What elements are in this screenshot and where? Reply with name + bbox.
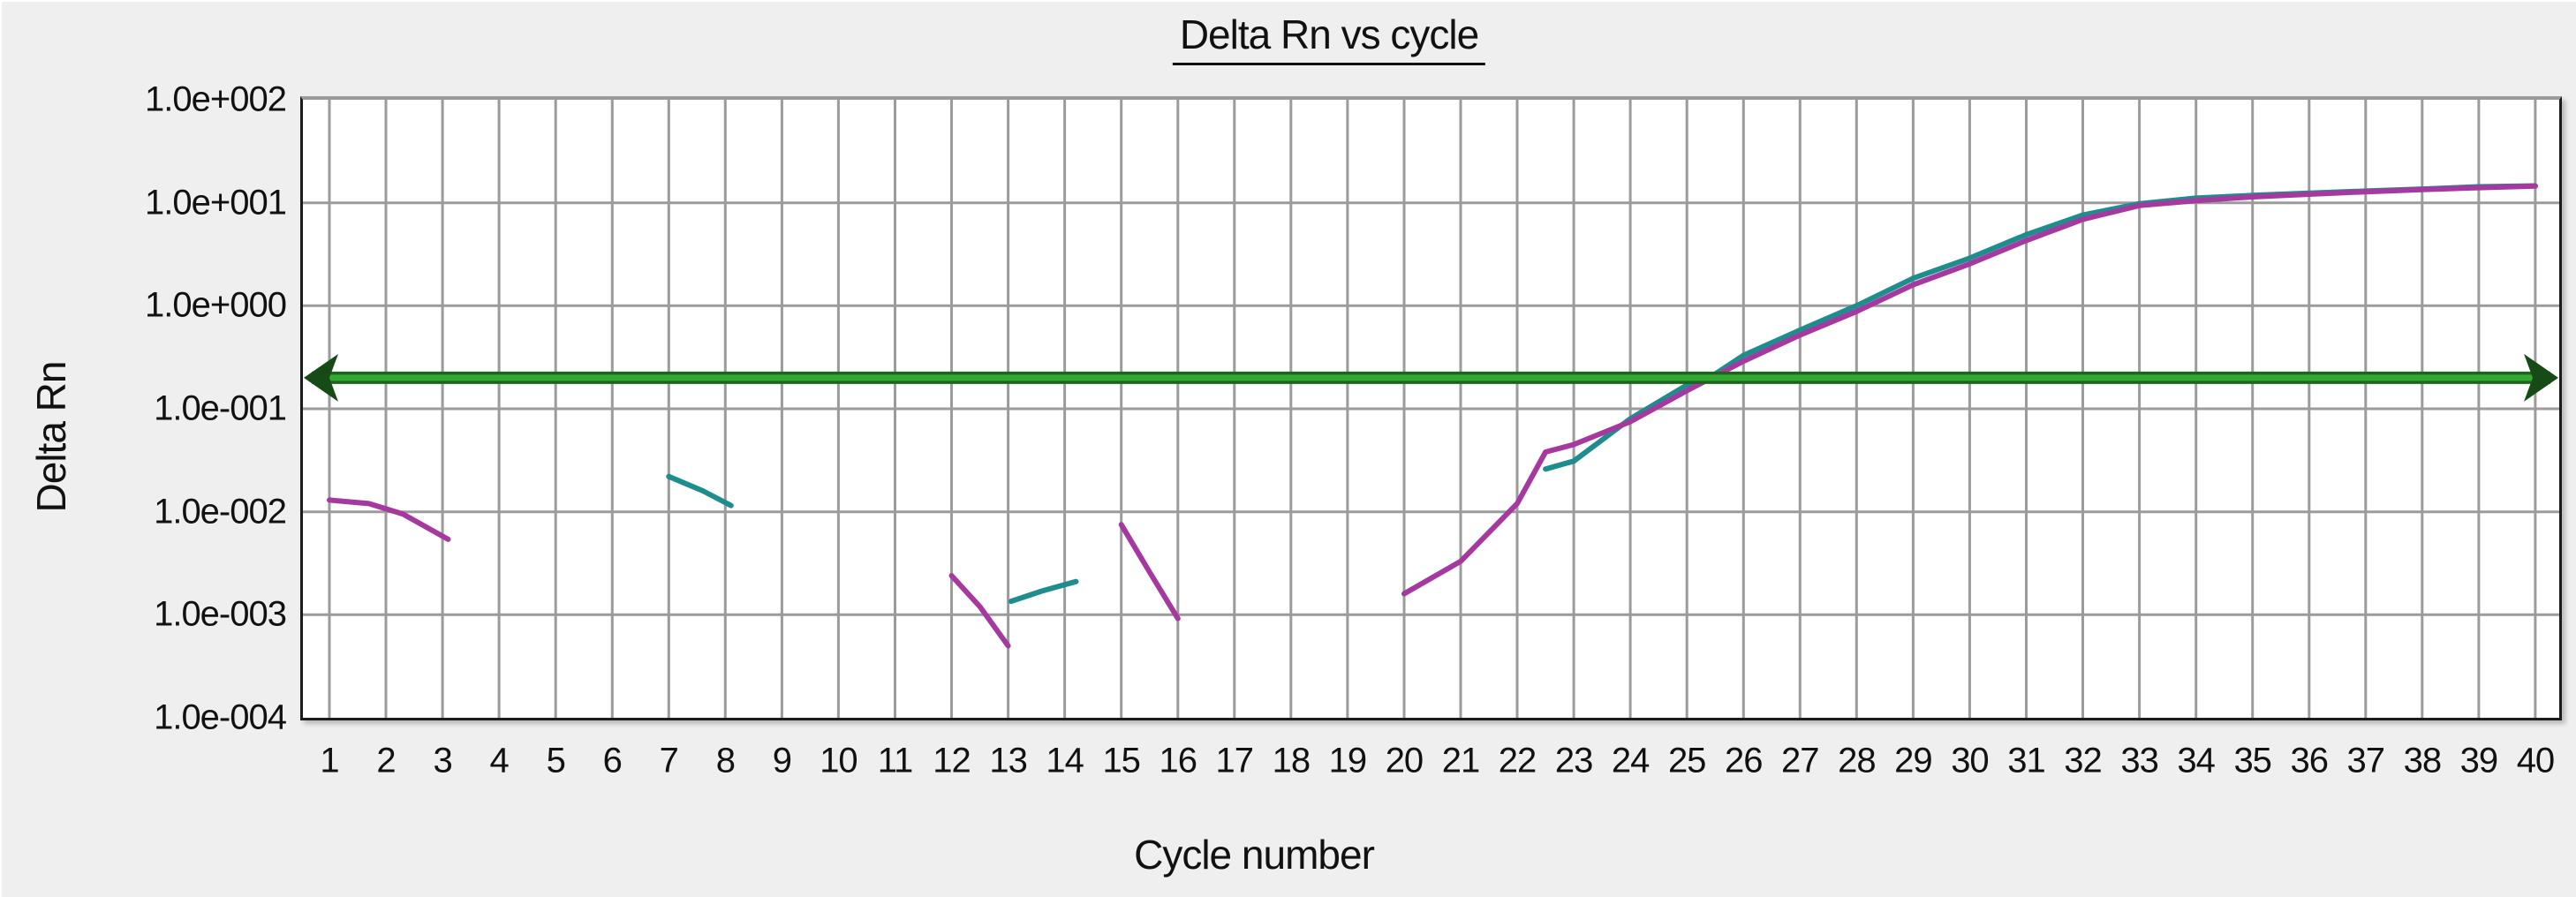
threshold-right-arrow-icon — [2524, 353, 2558, 402]
gridlines — [303, 100, 2559, 718]
x-tick-label: 11 — [877, 741, 914, 780]
x-axis-title: Cycle number — [1134, 832, 1375, 878]
x-tick-label: 32 — [2064, 741, 2102, 780]
x-tick-label: 19 — [1328, 741, 1367, 780]
x-tick-label: 20 — [1385, 741, 1424, 780]
x-tick-label: 14 — [1046, 741, 1084, 780]
y-tick-label: 1.0e-004 — [154, 697, 287, 737]
threshold-left-arrow-icon — [304, 353, 338, 402]
y-tick-label: 1.0e+002 — [145, 79, 287, 119]
x-tick-label: 6 — [602, 741, 623, 780]
x-tick-label: 39 — [2459, 741, 2498, 780]
x-tick-label: 15 — [1102, 741, 1140, 780]
x-tick-label: 5 — [546, 741, 566, 780]
x-tick-label: 16 — [1159, 741, 1197, 780]
x-tick-label: 10 — [820, 741, 857, 780]
x-tick-label: 7 — [659, 741, 679, 780]
x-tick-label: 31 — [2007, 741, 2045, 780]
x-tick-label: 12 — [933, 741, 971, 780]
x-tick-label: 17 — [1215, 741, 1254, 780]
x-tick-label: 24 — [1611, 741, 1650, 780]
x-tick-label: 28 — [1838, 741, 1876, 780]
x-tick-label: 36 — [2290, 741, 2329, 780]
curve-magenta-trace — [327, 183, 2538, 649]
x-tick-label: 29 — [1894, 741, 1932, 780]
x-tick-label: 4 — [489, 741, 510, 780]
x-tick-label: 35 — [2233, 741, 2271, 780]
y-axis-title: Delta Rn — [28, 361, 74, 513]
chart-title: Delta Rn vs cycle — [1172, 11, 1486, 65]
x-tick-label: 27 — [1781, 741, 1819, 780]
y-tick-label: 1.0e+001 — [145, 183, 287, 222]
curve-teal-trace — [666, 183, 2538, 605]
y-tick-label: 1.0e-001 — [154, 388, 287, 428]
x-tick-label: 30 — [1951, 741, 1989, 780]
x-tick-label: 1 — [320, 741, 339, 780]
x-tick-label: 21 — [1441, 741, 1480, 780]
x-tick-label: 33 — [2120, 741, 2158, 780]
x-tick-label: 38 — [2403, 741, 2442, 780]
x-tick-label: 34 — [2177, 741, 2215, 780]
x-tick-label: 3 — [433, 741, 452, 780]
y-tick-label: 1.0e+000 — [145, 285, 287, 325]
x-tick-label: 23 — [1554, 741, 1593, 780]
x-tick-label: 2 — [376, 741, 396, 780]
x-tick-label: 13 — [989, 741, 1027, 780]
x-tick-label: 8 — [715, 741, 736, 780]
x-tick-label: 25 — [1667, 741, 1706, 780]
x-tick-label: 22 — [1498, 741, 1537, 780]
x-tick-label: 40 — [2516, 741, 2555, 780]
threshold-line[interactable] — [304, 353, 2558, 402]
x-tick-label: 26 — [1725, 741, 1763, 780]
x-tick-label: 37 — [2346, 741, 2385, 780]
x-tick-label: 18 — [1272, 741, 1311, 780]
x-tick-label: 9 — [772, 741, 792, 780]
y-tick-label: 1.0e-003 — [154, 594, 287, 634]
plot-area — [300, 96, 2562, 720]
y-tick-label: 1.0e-002 — [154, 492, 287, 531]
